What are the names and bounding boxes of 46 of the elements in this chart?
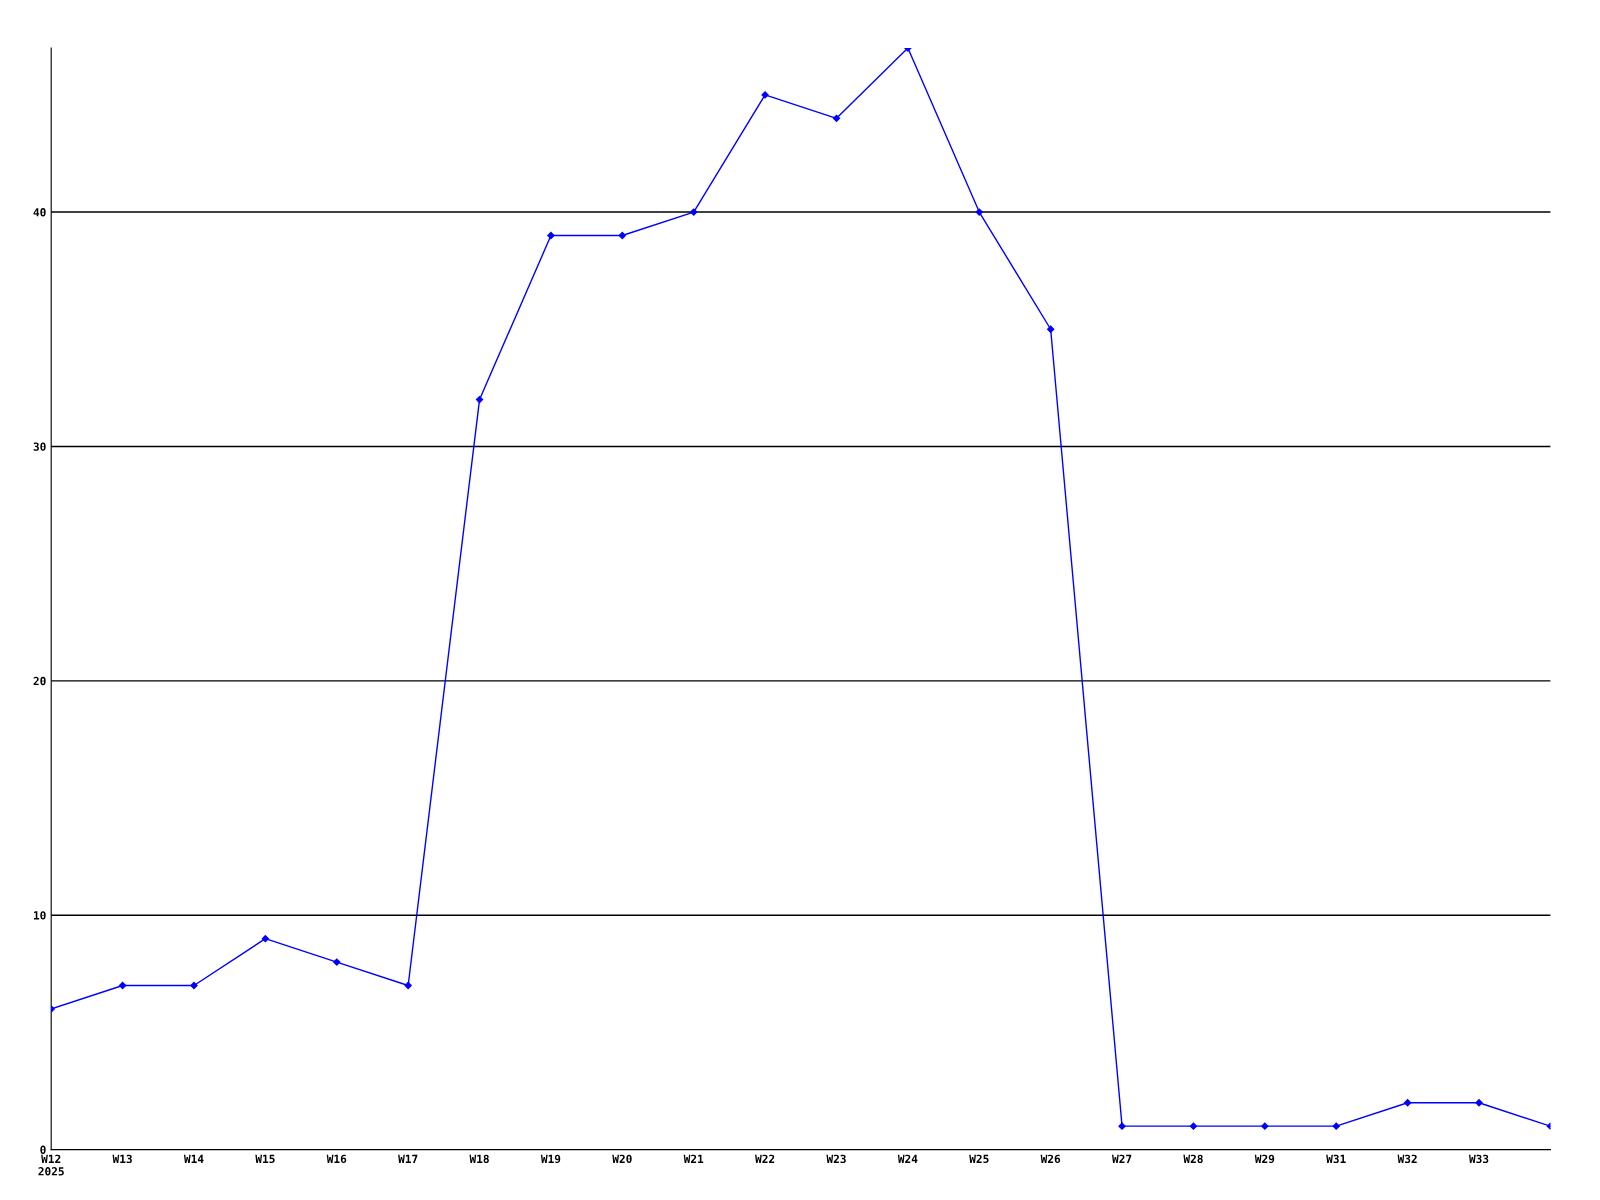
point — [475, 395, 484, 404]
point — [404, 981, 412, 990]
x-tick-label: W27 — [1112, 1154, 1132, 1163]
x-tick-label: W22 — [755, 1154, 775, 1163]
point — [618, 231, 626, 240]
point — [1403, 1099, 1412, 1107]
x-tick-label: W14 — [183, 1154, 204, 1163]
x-tick-label: W23 — [826, 1154, 846, 1164]
point — [761, 91, 769, 99]
x-tick-label: W24 — [897, 1154, 918, 1163]
x-tick-label: W13 — [112, 1154, 132, 1164]
point — [690, 208, 698, 216]
point — [975, 208, 983, 216]
point — [1332, 1122, 1340, 1130]
x-tick-label: W12 2025 — [38, 1154, 64, 1176]
x-tick-label: W25 — [969, 1154, 989, 1164]
point — [1475, 1099, 1483, 1107]
x-tick-label: W29 — [1254, 1154, 1275, 1164]
y-tick-label: 0 — [40, 1145, 46, 1154]
point — [118, 981, 127, 990]
x-tick-label: W28 — [1183, 1154, 1203, 1164]
point — [547, 231, 555, 240]
y-tick-label: 40 — [33, 208, 46, 217]
point — [832, 114, 841, 122]
x-tick-label: W26 — [1040, 1154, 1061, 1164]
x-tick-label: W15 — [255, 1154, 275, 1164]
x-tick-label: W20 — [612, 1154, 632, 1164]
x-tick-label: W21 — [683, 1154, 704, 1163]
x-tick-label: W17 — [398, 1154, 418, 1163]
point — [190, 981, 198, 990]
point — [261, 935, 270, 943]
x-tick-label: W18 — [469, 1154, 489, 1164]
y-tick-label: 30 — [33, 442, 46, 451]
y-tick-label: 20 — [33, 676, 46, 686]
point — [333, 958, 341, 966]
point — [1261, 1122, 1269, 1130]
line-series — [51, 48, 1551, 1130]
x-tick-label: W32 — [1397, 1154, 1417, 1164]
x-tick-label: W16 — [326, 1154, 347, 1164]
x-tick-label: W31 — [1326, 1154, 1346, 1164]
x-tick-label: W19 — [540, 1154, 561, 1164]
x-tick-label: W33 — [1468, 1154, 1489, 1164]
y-tick-label: 10 — [33, 911, 46, 920]
point — [1118, 1122, 1126, 1130]
point — [1047, 325, 1055, 333]
point — [1189, 1122, 1198, 1130]
